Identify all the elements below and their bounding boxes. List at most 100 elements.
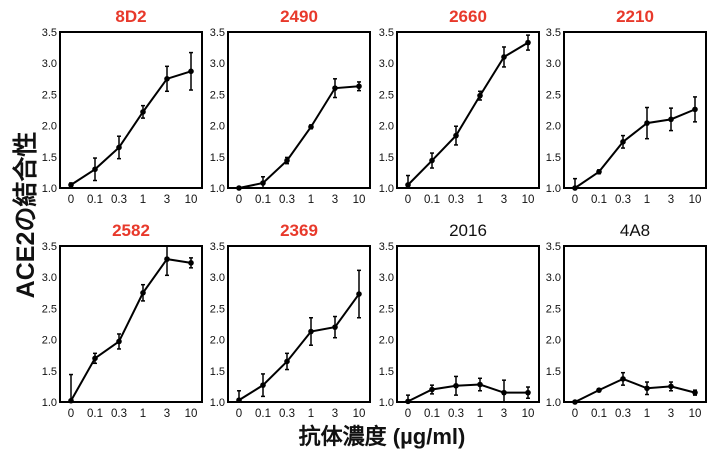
- data-point: [92, 166, 98, 173]
- x-tick-label: 1: [644, 194, 650, 206]
- data-point: [332, 324, 338, 330]
- series-line: [407, 41, 529, 186]
- x-tick-label: 0.3: [448, 408, 464, 420]
- y-tick-label: 2.0: [546, 121, 561, 133]
- y-tick-label: 1.5: [546, 152, 561, 164]
- data-point: [572, 399, 578, 405]
- x-tick-label: 0.3: [448, 194, 464, 206]
- series-line: [574, 377, 696, 403]
- x-tick-label: 3: [332, 408, 338, 420]
- x-tick-label: 0: [405, 408, 411, 420]
- data-point: [644, 385, 650, 392]
- plot-frame: [227, 31, 371, 189]
- y-tick-label: 2.0: [210, 121, 225, 133]
- panel-title: 2660: [449, 7, 487, 26]
- y-tick-label: 1.0: [546, 183, 561, 195]
- y-tick-label: 1.5: [42, 366, 57, 378]
- panel-title: 2210: [616, 7, 654, 26]
- x-tick-label: 10: [353, 194, 366, 206]
- data-point: [236, 185, 242, 191]
- data-point: [453, 132, 459, 139]
- y-tick-label: 2.5: [210, 303, 225, 315]
- data-point: [477, 381, 483, 388]
- data-point: [644, 120, 650, 126]
- data-point: [140, 109, 146, 115]
- y-tick-label: 3.0: [42, 272, 57, 284]
- y-tick-label: 1.0: [42, 183, 57, 195]
- data-point: [692, 106, 698, 113]
- data-point: [116, 144, 122, 151]
- x-tick-label: 0: [236, 408, 242, 420]
- data-point: [429, 157, 435, 164]
- data-point: [188, 260, 194, 266]
- y-tick-label: 1.5: [379, 152, 394, 164]
- x-tick-label: 0: [572, 194, 578, 206]
- panel-title: 2369: [280, 221, 318, 240]
- x-tick-label: 1: [140, 194, 146, 206]
- y-tick-label: 1.5: [210, 152, 225, 164]
- data-point: [453, 382, 459, 389]
- data-point: [596, 387, 602, 393]
- data-point: [284, 157, 290, 164]
- data-point: [620, 139, 626, 145]
- x-tick-label: 10: [185, 194, 198, 206]
- panel-title: 2582: [112, 221, 150, 240]
- y-tick-label: 3.5: [546, 27, 561, 39]
- panel-title: 4A8: [620, 221, 650, 240]
- x-tick-label: 1: [477, 408, 483, 420]
- data-point: [356, 83, 362, 90]
- y-tick-label: 3.0: [42, 58, 57, 70]
- series-line: [407, 383, 528, 403]
- x-tick-label: 0.1: [591, 408, 607, 420]
- plot-frame: [59, 31, 203, 189]
- x-tick-label: 1: [477, 194, 483, 206]
- y-tick-label: 3.5: [379, 241, 394, 253]
- x-tick-label: 1: [644, 408, 650, 420]
- data-point: [164, 76, 170, 82]
- y-tick-label: 2.0: [546, 335, 561, 347]
- y-tick-label: 3.0: [210, 272, 225, 284]
- data-point: [405, 182, 411, 188]
- series-line: [238, 293, 360, 401]
- data-point: [525, 39, 531, 46]
- x-tick-label: 0: [236, 194, 242, 206]
- plot-frame: [227, 245, 371, 403]
- y-tick-label: 2.0: [42, 121, 57, 133]
- y-tick-label: 1.5: [379, 366, 394, 378]
- data-point: [525, 389, 531, 396]
- x-tick-label: 3: [501, 194, 507, 206]
- y-tick-label: 2.5: [379, 303, 394, 315]
- data-point: [620, 376, 626, 382]
- series-line: [238, 85, 360, 189]
- x-tick-label: 3: [164, 408, 170, 420]
- data-point: [405, 398, 411, 405]
- x-tick-label: 1: [140, 408, 146, 420]
- plot-frame: [563, 31, 707, 189]
- data-point: [501, 54, 507, 60]
- x-tick-label: 0.3: [615, 408, 631, 420]
- data-point: [116, 338, 122, 345]
- x-tick-label: 10: [522, 408, 535, 420]
- x-tick-label: 0.1: [255, 194, 271, 206]
- x-tick-label: 10: [522, 194, 535, 206]
- x-tick-label: 1: [308, 408, 314, 420]
- x-tick-label: 0.3: [279, 194, 295, 206]
- data-point: [429, 386, 435, 393]
- y-tick-label: 1.0: [210, 397, 225, 409]
- panel-2369: 2369 1.0 1.5 2.0 2.5 3.0 3.5 0 0.1 0.3 1 3 10: [210, 221, 371, 420]
- x-tick-label: 0.1: [255, 408, 271, 420]
- series-line: [70, 70, 192, 186]
- plot-frame: [396, 245, 540, 403]
- x-tick-label: 0: [405, 194, 411, 206]
- panel-2490: 2490 1.0 1.5 2.0 2.5 3.0 3.5 0 0.1 0.3 1 3 10: [210, 7, 371, 206]
- data-point: [308, 328, 314, 335]
- panel-4A8: 4A8 1.0 1.5 2.0 2.5 3.0 3.5 0 0.1 0.3 1 3 10: [546, 221, 707, 420]
- x-tick-label: 0.1: [87, 408, 103, 420]
- x-tick-label: 0.1: [424, 408, 440, 420]
- x-tick-label: 10: [689, 408, 702, 420]
- y-tick-label: 2.5: [546, 89, 561, 101]
- y-tick-label: 3.0: [546, 58, 561, 70]
- y-tick-label: 3.5: [379, 27, 394, 39]
- y-tick-label: 2.0: [42, 335, 57, 347]
